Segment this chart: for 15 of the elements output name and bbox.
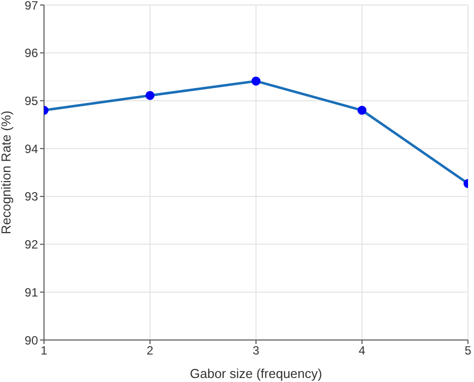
y-tick-label: 95 (24, 94, 38, 108)
y-tick-label: 93 (24, 190, 38, 204)
x-tick-label: 2 (146, 344, 154, 358)
y-tick-label: 94 (24, 142, 38, 156)
x-tick-label: 3 (252, 344, 260, 358)
y-tick-label: 90 (24, 333, 38, 348)
y-tick-label: 97 (24, 0, 38, 12)
y-tick-label: 92 (24, 238, 38, 252)
x-axis-title: Gabor size (frequency) (190, 366, 322, 381)
y-tick-label: 96 (24, 46, 38, 60)
x-tick-label: 4 (358, 344, 366, 358)
x-tick-label: 1 (40, 344, 48, 358)
y-tick-label: 91 (24, 285, 38, 300)
y-axis-title: Recognition Rate (%) (0, 110, 14, 234)
x-tick-label: 5 (464, 344, 472, 358)
